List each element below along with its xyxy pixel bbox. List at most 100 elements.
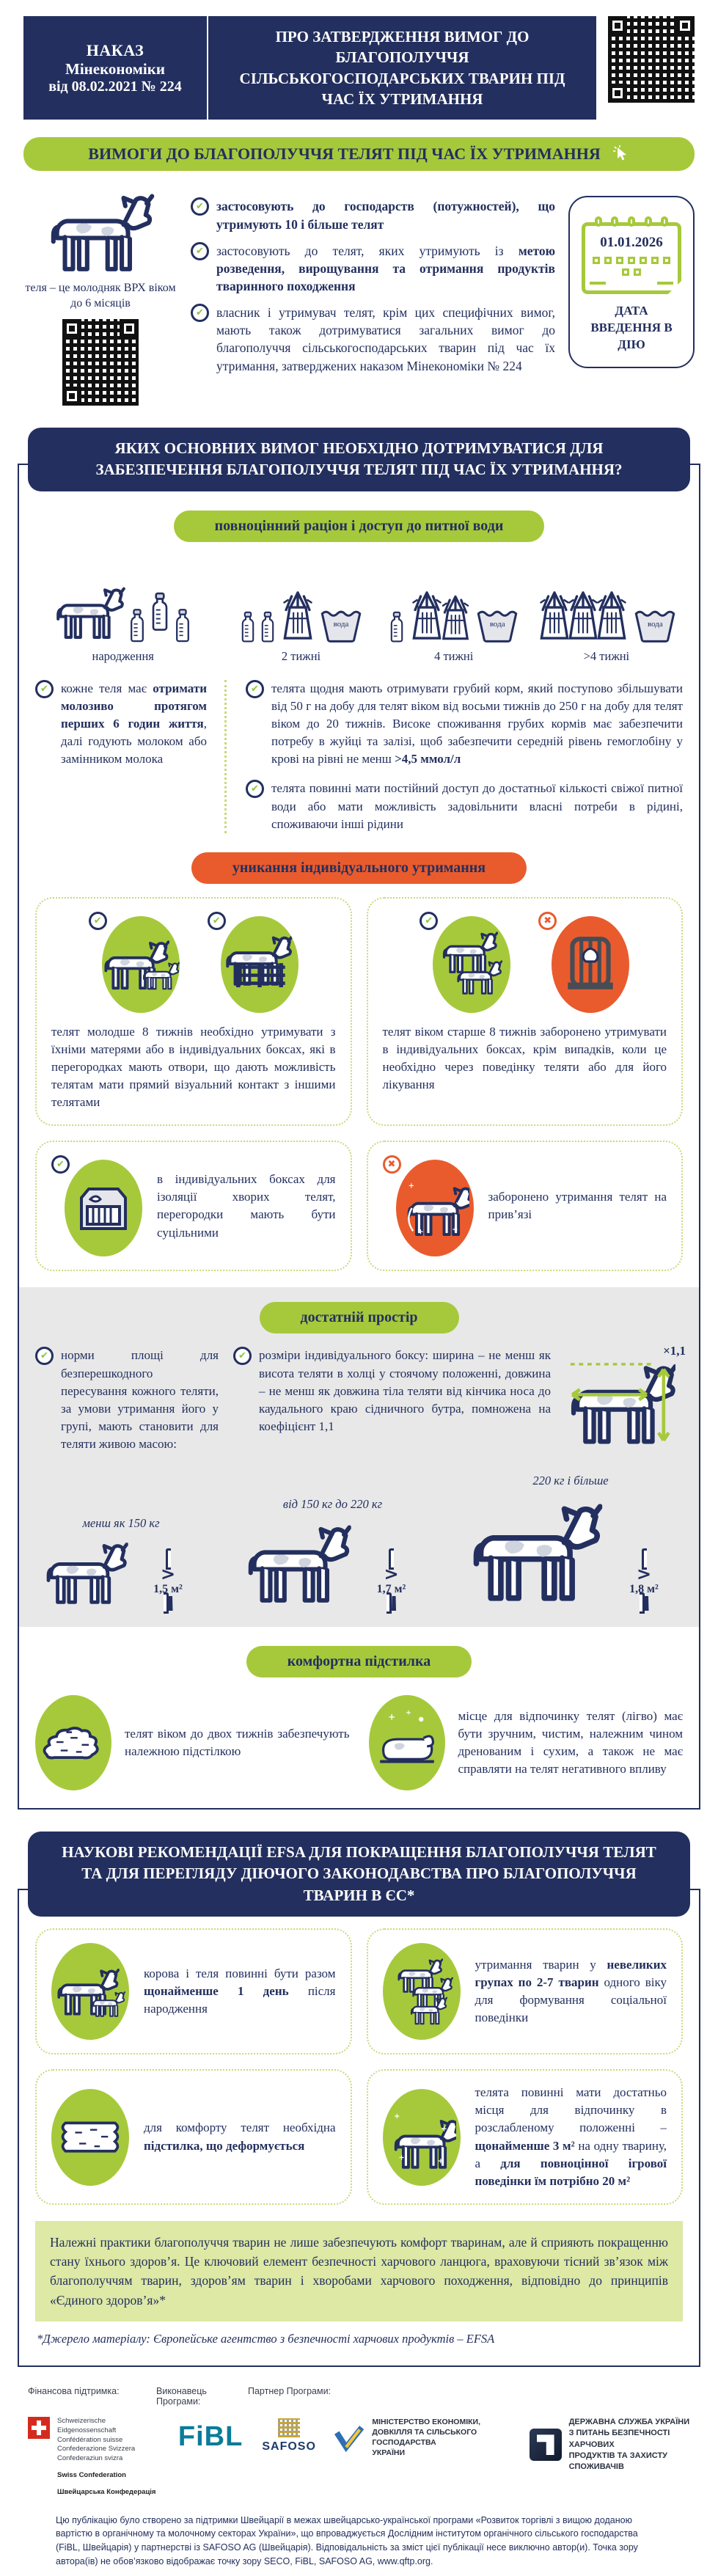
floor-grid-icon xyxy=(644,1596,649,1611)
calf-definition: теля – це молодняк ВРХ віком до 6 місяці… xyxy=(25,282,176,310)
intro-bullet-text: власник і утримувач телят, крім цих спец… xyxy=(216,305,555,373)
individual-housing-pill: уникання індивідуального утримання xyxy=(191,852,527,884)
stage-label: 4 тижні xyxy=(434,648,474,663)
good-practices-note: Належні практики благополуччя тварин не … xyxy=(35,2220,683,2321)
check-icon: ✔ xyxy=(191,304,209,323)
intro-bullet-text: застосовують до господарств (потужностей… xyxy=(216,199,555,232)
weight-group-medium: від 150 кг до 220 кг >1,7 м² xyxy=(243,1497,423,1614)
area-value: 1,8 м² xyxy=(629,1583,659,1595)
requirements-frame: повноцінний раціон і доступ до питної во… xyxy=(18,463,700,1810)
efsa-card-groups: утримання тварин у невеликих групах по 2… xyxy=(366,1928,683,2055)
cross-icon: ✖ xyxy=(538,911,557,930)
ration-right: ✔ телята щодня мають отримувати грубий к… xyxy=(232,679,683,833)
check-icon: ✔ xyxy=(35,1347,54,1366)
greater-than: > xyxy=(384,1564,399,1584)
intro-bullet-text: застосовують до телят, яких утримують із… xyxy=(216,243,555,293)
disclaimer: Цю публікацію було створено за підтримки… xyxy=(56,2514,638,2566)
water-label: вода xyxy=(333,619,349,629)
card-text: корова і теля повинні бути разом щонайме… xyxy=(144,1966,336,2016)
area-value: 1,7 м² xyxy=(376,1583,406,1595)
ministry-check-icon xyxy=(334,2426,365,2453)
ministry-line: МІНІСТЕРСТВО ЕКОНОМІКИ, xyxy=(372,2417,481,2426)
weight-label: менш як 150 кг xyxy=(82,1516,160,1531)
calf-icon xyxy=(43,1536,129,1609)
effective-date-card: 01.01.2026 ДАТА ВВЕДЕННЯ В ДІЮ xyxy=(568,196,695,369)
weight-label: 220 кг і більше xyxy=(532,1474,609,1488)
card-text: телят молодше 8 тижнів необхідно утримув… xyxy=(51,1024,336,1110)
order-title-block: ПРО ЗАТВЕРДЖЕННЯ ВИМОГ ДО БЛАГОПОЛУЧЧЯ С… xyxy=(208,16,596,120)
stage-4weeks: вода 4 тижні xyxy=(378,555,530,664)
bedding-pill: комфортна підстилка xyxy=(246,1646,472,1677)
cow-with-calf-icon xyxy=(101,915,180,1013)
ration-bullets: ✔ кожне теля має отримати молозиво протя… xyxy=(35,679,683,833)
calendar-icon: 01.01.2026 xyxy=(582,216,681,295)
efsa-card-bedding: для комфорту телят необхідна підстилка, … xyxy=(35,2069,352,2205)
bottle-icon xyxy=(149,588,171,634)
safoso-dots-icon xyxy=(278,2418,301,2437)
stage-label: 2 тижні xyxy=(281,648,321,663)
section-banner: ВИМОГИ ДО БЛАГОПОЛУЧЧЯ ТЕЛЯТ ПІД ЧАС ЇХ … xyxy=(23,137,695,172)
area-mat: >1,8 м² xyxy=(612,1548,675,1614)
check-icon: ✔ xyxy=(88,911,107,930)
calf-fence-icon xyxy=(220,915,298,1013)
top-header: НАКАЗ Мінекономіки від 08.02.2021 № 224 … xyxy=(23,16,695,120)
area-mat: >1,7 м² xyxy=(359,1548,423,1614)
check-icon: ✔ xyxy=(51,1155,70,1174)
calf-icon xyxy=(54,582,125,643)
cursor-icon xyxy=(612,145,626,161)
swiss-line: Confederazione Svizzera xyxy=(57,2445,136,2454)
source-line: *Джерело матеріалу: Європейське агентств… xyxy=(37,2331,495,2346)
bedding-bullet: місце для відпочинку телят (лігво) має б… xyxy=(368,1695,684,1790)
greater-than: > xyxy=(160,1564,176,1584)
swiss-line: Confédération suisse xyxy=(57,2435,123,2444)
card-over-8-weeks: ✔ ✖ телят віком старше 8 тижні xyxy=(366,896,683,1127)
intro-section: теля – це молодняк ВРХ віком до 6 місяці… xyxy=(23,186,695,406)
check-icon: ✔ xyxy=(246,679,264,698)
bottle-icon xyxy=(239,610,257,643)
tethered-calf-icon xyxy=(395,1160,474,1257)
intro-bullet: ✔ власник і утримувач телят, крім цих сп… xyxy=(191,304,555,375)
swiss-line: Confederaziun svizra xyxy=(57,2454,123,2463)
stage-birth: народження xyxy=(35,555,210,664)
swiss-line-bold: Швейцарська Конфедерація xyxy=(57,2487,156,2496)
efsa-cards: корова і теля повинні бути разом щонайме… xyxy=(35,1928,683,2205)
weight-label: від 150 кг до 220 кг xyxy=(282,1497,383,1512)
bottle-icon xyxy=(173,607,192,643)
bedding-text: місце для відпочинку телят (лігво) має б… xyxy=(458,1708,684,1777)
ration-left-text: кожне теля має отримати молозиво протяго… xyxy=(61,681,207,766)
greater-than: > xyxy=(636,1564,652,1584)
area-value: 1,5 м² xyxy=(153,1583,183,1595)
efsa-frame: корова і теля повинні бути разом щонайме… xyxy=(18,1889,700,2367)
space-left-text: норми площі для безперешкодного пересува… xyxy=(61,1348,219,1451)
intro-left-column: теля – це молодняк ВРХ віком до 6 місяці… xyxy=(23,186,177,406)
mattress-icon xyxy=(51,2088,129,2186)
calf-icon xyxy=(243,1517,353,1609)
swiss-line-bold: Swiss Confederation xyxy=(57,2470,126,2479)
bottle-icon xyxy=(128,607,147,643)
efsa-section: НАУКОВІ РЕКОМЕНДАЦІЇ EFSA ДЛЯ ПОКРАЩЕННЯ… xyxy=(18,1832,700,2367)
individual-housing-cards: ✔ ✔ xyxy=(35,896,683,1272)
check-icon: ✔ xyxy=(35,679,54,698)
ministry-line: УКРАЇНИ xyxy=(372,2448,405,2458)
card-text: в індивідуальних боксах для ізоляції хво… xyxy=(157,1172,336,1240)
order-ministry: Мінекономіки xyxy=(65,59,165,78)
weight-categories: менш як 150 кг >1,5 м² від 150 кг до 220… xyxy=(35,1474,683,1614)
footer: Фінансова підтримка: Виконавець Програми… xyxy=(28,2386,690,2569)
ministry-logo: МІНІСТЕРСТВО ЕКОНОМІКИ, ДОВКІЛЛЯ ТА СІЛЬ… xyxy=(334,2417,512,2459)
weight-group-large: 220 кг і більше >1,8 м² xyxy=(466,1474,675,1614)
check-icon: ✔ xyxy=(420,911,439,930)
ration-right-text: телята щодня мають отримувати грубий кор… xyxy=(271,681,683,766)
service-line: ДЕРЖАВНА СЛУЖБА УКРАЇНИ xyxy=(568,2417,690,2426)
qr-code-intro xyxy=(62,318,139,406)
lying-calf-icon xyxy=(368,1695,445,1790)
order-word: НАКАЗ xyxy=(86,40,144,59)
hay-icon xyxy=(279,588,317,643)
card-under-8-weeks: ✔ ✔ xyxy=(35,896,352,1127)
stage-2weeks: вода 2 тижні xyxy=(224,555,377,664)
calf-icon xyxy=(45,186,155,278)
safoso-logo: SAFOSO xyxy=(262,2418,316,2454)
straw-icon xyxy=(35,1695,111,1790)
requirements-title: ЯКИХ ОСНОВНИХ ВИМОГ НЕОБХІДНО ДОТРИМУВАТ… xyxy=(28,427,690,491)
area-mat: >1,5 м² xyxy=(136,1548,199,1614)
banner-title: ВИМОГИ ДО БЛАГОПОЛУЧЧЯ ТЕЛЯТ ПІД ЧАС ЇХ … xyxy=(88,144,601,164)
